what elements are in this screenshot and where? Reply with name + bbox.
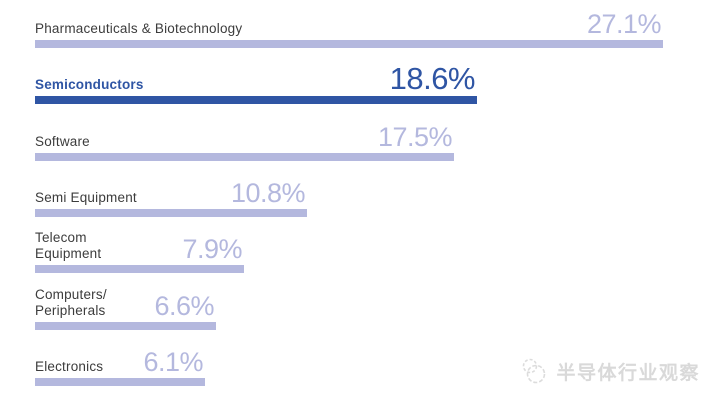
category-label: Pharmaceuticals & Biotechnology bbox=[35, 20, 243, 36]
watermark-logo-icon bbox=[523, 358, 546, 384]
bar bbox=[35, 322, 216, 330]
watermark-text: 半导体行业观察 bbox=[556, 362, 700, 384]
category-label: Electronics bbox=[35, 358, 104, 374]
bar bbox=[35, 96, 477, 104]
value-label: 6.6% bbox=[154, 291, 214, 321]
category-label: Semiconductors bbox=[35, 76, 144, 92]
value-label: 27.1% bbox=[586, 9, 662, 39]
value-label: 7.9% bbox=[182, 234, 242, 264]
watermark: 半导体行业观察 bbox=[519, 356, 700, 386]
value-label: 10.8% bbox=[230, 178, 306, 208]
bar bbox=[35, 209, 307, 217]
value-label: 6.1% bbox=[143, 347, 203, 377]
category-label: Computers/ Peripherals bbox=[35, 287, 107, 318]
category-label: Telecom Equipment bbox=[35, 230, 102, 261]
category-label: Software bbox=[35, 133, 90, 149]
bar bbox=[35, 153, 454, 161]
bar bbox=[35, 40, 663, 48]
bar bbox=[35, 265, 244, 273]
category-label: Semi Equipment bbox=[35, 189, 137, 205]
bar bbox=[35, 378, 205, 386]
value-label: 17.5% bbox=[377, 122, 453, 152]
value-label: 18.6% bbox=[389, 61, 476, 96]
